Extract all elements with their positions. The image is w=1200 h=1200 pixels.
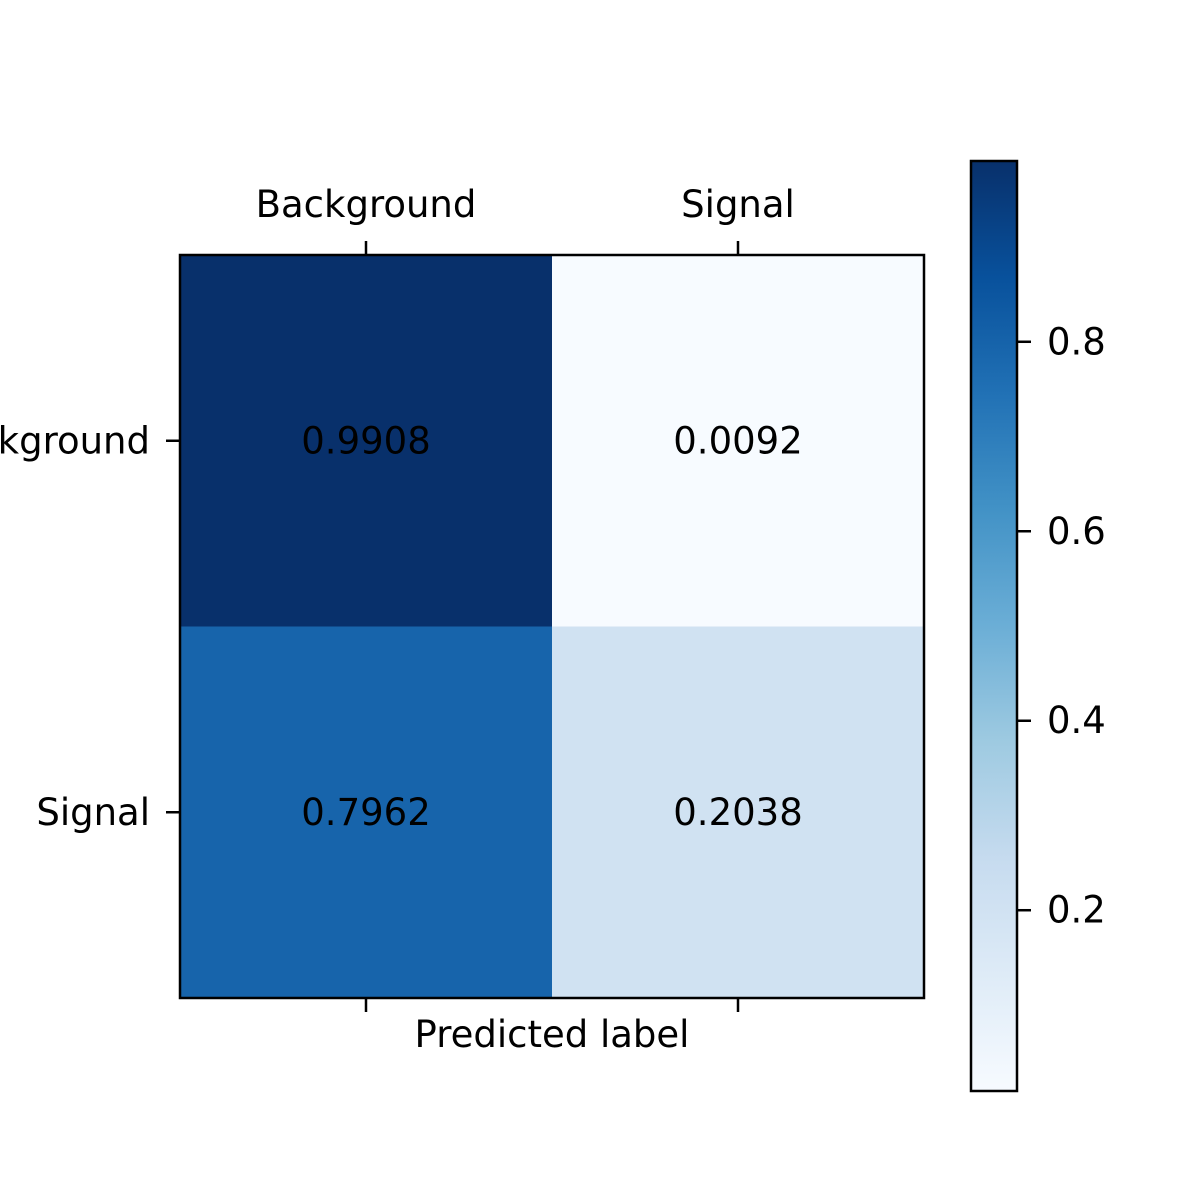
cell-value-label: 0.0092 xyxy=(673,419,802,462)
x-axis-label: Predicted label xyxy=(415,1013,690,1056)
colorbar-tick-label: 0.6 xyxy=(1047,510,1106,553)
colorbar xyxy=(969,159,1019,1093)
colorbar-tick-label: 0.8 xyxy=(1047,320,1106,363)
cell-value-label: 0.9908 xyxy=(301,419,430,462)
colorbar-tick-label: 0.4 xyxy=(1047,699,1106,742)
plot-frame xyxy=(178,253,926,1000)
cell-value-label: 0.2038 xyxy=(673,791,802,834)
heatmap-cell xyxy=(552,626,925,999)
colorbar-tick-label: 0.2 xyxy=(1047,889,1106,932)
cell-value-label: 0.7962 xyxy=(301,791,430,834)
cell-value-labels: 0.9908 0.0092 0.7962 0.2038 xyxy=(301,419,802,834)
heatmap-cell xyxy=(180,626,553,999)
y-tick-label: Background xyxy=(0,419,150,462)
colorbar-ticks: 0.2 0.4 0.6 0.8 xyxy=(1017,320,1106,932)
heatmap-cell xyxy=(180,255,553,627)
x-axis-ticks: Background Signal xyxy=(256,183,795,1012)
heatmap-cells xyxy=(180,255,925,999)
x-tick-label: Signal xyxy=(681,183,795,226)
x-tick-label: Background xyxy=(256,183,477,226)
y-tick-label: Signal xyxy=(36,791,150,834)
heatmap-cell xyxy=(552,255,925,627)
y-axis-ticks: Background Signal xyxy=(0,419,180,834)
